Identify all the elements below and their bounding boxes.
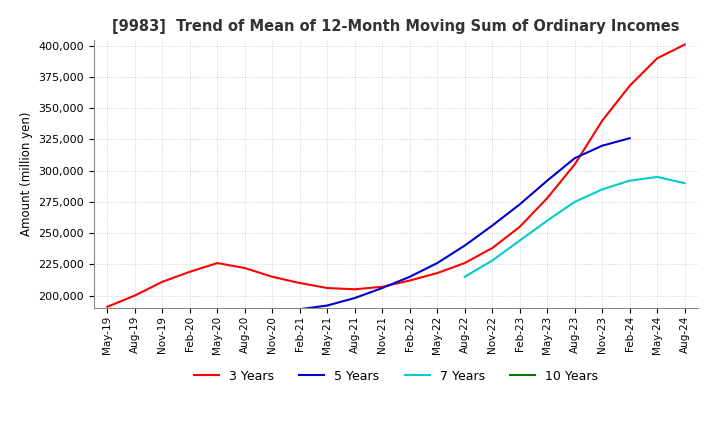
3 Years: [103, 304, 112, 309]
3 Years: [653, 56, 662, 61]
3 Years: [460, 260, 469, 266]
5 Years: [351, 295, 359, 301]
3 Years: [213, 260, 222, 266]
3 Years: [626, 83, 634, 88]
5 Years: [488, 223, 497, 228]
5 Years: [460, 243, 469, 248]
Y-axis label: Amount (million yen): Amount (million yen): [19, 112, 32, 236]
7 Years: [516, 238, 524, 243]
5 Years: [626, 136, 634, 141]
5 Years: [543, 178, 552, 183]
3 Years: [130, 293, 139, 298]
3 Years: [268, 274, 276, 279]
Title: [9983]  Trend of Mean of 12-Month Moving Sum of Ordinary Incomes: [9983] Trend of Mean of 12-Month Moving …: [112, 19, 680, 34]
7 Years: [653, 174, 662, 180]
5 Years: [323, 303, 332, 308]
3 Years: [516, 224, 524, 230]
3 Years: [488, 246, 497, 251]
3 Years: [240, 265, 249, 271]
Legend: 3 Years, 5 Years, 7 Years, 10 Years: 3 Years, 5 Years, 7 Years, 10 Years: [189, 365, 603, 388]
3 Years: [351, 286, 359, 292]
5 Years: [240, 310, 249, 315]
5 Years: [186, 310, 194, 315]
Line: 5 Years: 5 Years: [190, 138, 630, 313]
7 Years: [488, 258, 497, 263]
5 Years: [516, 202, 524, 207]
3 Years: [186, 269, 194, 275]
5 Years: [268, 309, 276, 315]
7 Years: [598, 187, 606, 192]
3 Years: [570, 162, 579, 167]
5 Years: [433, 260, 441, 266]
3 Years: [295, 280, 304, 286]
5 Years: [570, 156, 579, 161]
5 Years: [295, 307, 304, 312]
3 Years: [158, 279, 166, 284]
7 Years: [680, 180, 689, 186]
7 Years: [626, 178, 634, 183]
5 Years: [598, 143, 606, 148]
Line: 7 Years: 7 Years: [464, 177, 685, 277]
5 Years: [378, 286, 387, 291]
3 Years: [543, 195, 552, 201]
3 Years: [680, 42, 689, 47]
3 Years: [433, 271, 441, 276]
Line: 3 Years: 3 Years: [107, 44, 685, 307]
5 Years: [405, 274, 414, 279]
5 Years: [213, 310, 222, 315]
7 Years: [570, 199, 579, 205]
7 Years: [543, 218, 552, 223]
3 Years: [323, 286, 332, 291]
3 Years: [405, 278, 414, 283]
3 Years: [378, 284, 387, 290]
7 Years: [460, 274, 469, 279]
3 Years: [598, 118, 606, 123]
